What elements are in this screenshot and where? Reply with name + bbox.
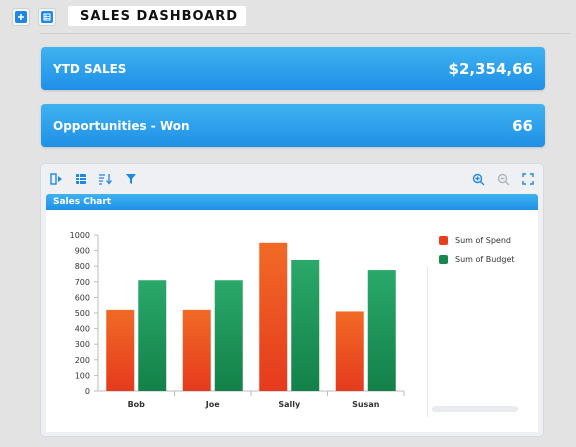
- legend-swatch-budget: [439, 255, 448, 264]
- filter-icon: [126, 174, 136, 184]
- dashboard-title-box[interactable]: SALES DASHBOARD: [68, 6, 246, 26]
- legend-item-budget[interactable]: Sum of Budget: [439, 255, 515, 264]
- y-tick-label: 700: [75, 278, 90, 287]
- kpi-label: YTD SALES: [53, 61, 127, 76]
- bar-budget-joe: [214, 280, 243, 391]
- fullscreen-button[interactable]: [518, 169, 538, 189]
- kpi-ytd-sales[interactable]: YTD SALES $2,354,66: [41, 47, 545, 90]
- kpi-value: $2,354,66: [448, 59, 533, 78]
- table-view-button[interactable]: [71, 169, 91, 189]
- chart-panel-title: Sales Chart: [46, 194, 538, 210]
- fullscreen-icon: [522, 173, 534, 185]
- sort-button[interactable]: [95, 169, 115, 189]
- x-tick-label: Susan: [352, 400, 380, 409]
- zoom-out-icon: [497, 173, 509, 185]
- bar-spend-bob: [106, 309, 135, 391]
- table-view-icon: [76, 174, 86, 184]
- zoom-in-icon: [472, 173, 484, 185]
- kpi-label: Opportunities - Won: [53, 118, 190, 133]
- table-icon: [41, 11, 53, 23]
- y-tick-label: 1000: [70, 231, 90, 240]
- y-tick-label: 800: [75, 262, 90, 271]
- y-tick-label: 900: [75, 247, 90, 256]
- bar-spend-sally: [259, 242, 288, 391]
- chart-area: 0 100 200 300 400 500 600 700 800 900 1000 Bob Joe Sa…: [46, 210, 538, 432]
- add-button[interactable]: [12, 8, 30, 26]
- y-tick-label: 100: [75, 371, 90, 380]
- legend-item-spend[interactable]: Sum of Spend: [439, 236, 511, 245]
- bar-budget-sally: [291, 259, 320, 391]
- plus-icon: [15, 11, 27, 23]
- bar-budget-susan: [367, 270, 396, 391]
- bar-spend-joe: [182, 309, 211, 391]
- legend-label: Sum of Spend: [455, 236, 511, 245]
- y-tick-label: 400: [75, 325, 90, 334]
- y-tick-label: 200: [75, 356, 90, 365]
- kpi-value: 66: [512, 116, 533, 135]
- y-tick-label: 300: [75, 340, 90, 349]
- x-tick-label: Sally: [278, 400, 301, 409]
- kpi-opportunities-won[interactable]: Opportunities - Won 66: [41, 104, 545, 147]
- zoom-out-button[interactable]: [493, 169, 513, 189]
- x-tick-label: Bob: [128, 400, 146, 409]
- legend-label: Sum of Budget: [455, 255, 515, 264]
- filter-button[interactable]: [121, 169, 141, 189]
- sort-icon: [99, 174, 112, 185]
- y-tick-label: 0: [85, 387, 90, 396]
- x-tick-label: Joe: [205, 400, 220, 409]
- toggle-panel-button[interactable]: [47, 169, 67, 189]
- page-title: SALES DASHBOARD: [80, 8, 239, 24]
- sales-chart-panel: Sales Chart 0 100 200 300 400 500 600 700 800 900…: [40, 163, 544, 437]
- legend-scrollbar[interactable]: [432, 406, 518, 412]
- header-divider: [40, 33, 570, 34]
- bar-budget-bob: [138, 280, 167, 391]
- y-tick-label: 600: [75, 293, 90, 302]
- legend-divider: [427, 267, 428, 417]
- zoom-in-button[interactable]: [468, 169, 488, 189]
- y-tick-label: 500: [75, 309, 90, 318]
- bar-spend-susan: [335, 311, 364, 391]
- table-view-button[interactable]: [38, 8, 56, 26]
- toggle-panel-icon: [50, 173, 62, 185]
- legend-swatch-spend: [439, 236, 448, 245]
- sales-bar-chart: 0 100 200 300 400 500 600 700 800 900 1000 Bob Joe Sa…: [70, 231, 405, 409]
